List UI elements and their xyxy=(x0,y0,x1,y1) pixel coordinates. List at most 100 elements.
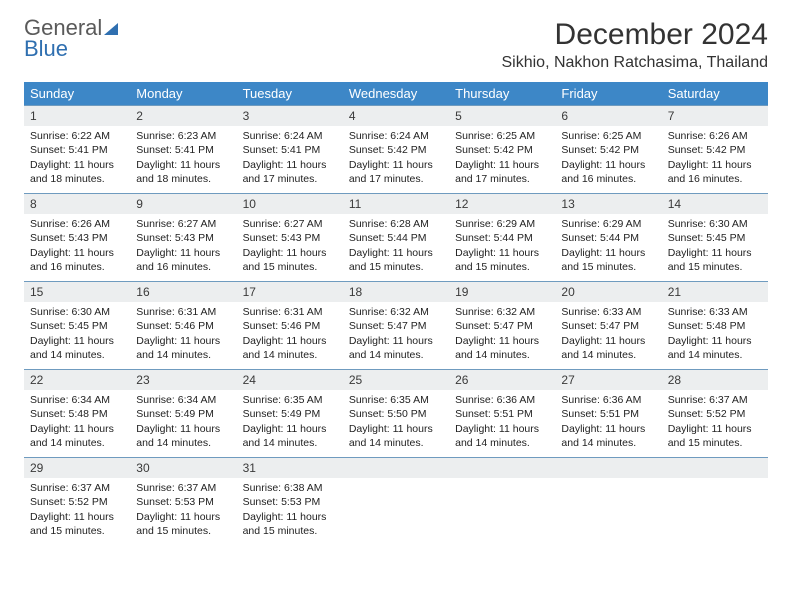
calendar-day-cell xyxy=(449,457,555,545)
daylight-line: Daylight: 11 hours and 14 minutes. xyxy=(349,334,443,362)
page-title: December 2024 xyxy=(501,18,768,52)
logo-triangle-icon xyxy=(104,23,118,35)
daylight-line-label: Daylight: xyxy=(30,159,71,171)
sunset-line: Sunset: 5:45 PM xyxy=(30,319,124,333)
daylight-line-label: Daylight: xyxy=(243,335,284,347)
day-body xyxy=(555,478,661,487)
sunset-line-value: 5:44 PM xyxy=(494,232,533,244)
sunset-line-value: 5:41 PM xyxy=(175,144,214,156)
sunrise-line: Sunrise: 6:30 AM xyxy=(668,217,762,231)
sunset-line: Sunset: 5:52 PM xyxy=(30,495,124,509)
day-number xyxy=(662,457,768,478)
daylight-line: Daylight: 11 hours and 15 minutes. xyxy=(668,246,762,274)
daylight-line-label: Daylight: xyxy=(668,423,709,435)
sunrise-line: Sunrise: 6:35 AM xyxy=(243,393,337,407)
sunrise-line-label: Sunrise: xyxy=(243,394,282,406)
sunrise-line-label: Sunrise: xyxy=(136,394,175,406)
day-number: 30 xyxy=(130,457,236,478)
daylight-line-label: Daylight: xyxy=(455,423,496,435)
sunset-line-value: 5:46 PM xyxy=(281,320,320,332)
daylight-line: Daylight: 11 hours and 17 minutes. xyxy=(243,158,337,186)
daylight-line: Daylight: 11 hours and 14 minutes. xyxy=(455,422,549,450)
daylight-line-label: Daylight: xyxy=(561,423,602,435)
sunset-line-value: 5:42 PM xyxy=(494,144,533,156)
day-body: Sunrise: 6:24 AMSunset: 5:41 PMDaylight:… xyxy=(237,126,343,192)
sunrise-line-value: 6:38 AM xyxy=(284,482,323,494)
sunset-line: Sunset: 5:46 PM xyxy=(136,319,230,333)
calendar-table: Sunday Monday Tuesday Wednesday Thursday… xyxy=(24,82,768,545)
daylight-line: Daylight: 11 hours and 16 minutes. xyxy=(30,246,124,274)
day-number: 4 xyxy=(343,105,449,126)
day-number: 24 xyxy=(237,369,343,390)
day-number: 25 xyxy=(343,369,449,390)
sunrise-line-label: Sunrise: xyxy=(349,218,388,230)
calendar-week-row: 8Sunrise: 6:26 AMSunset: 5:43 PMDaylight… xyxy=(24,193,768,281)
day-body: Sunrise: 6:36 AMSunset: 5:51 PMDaylight:… xyxy=(555,390,661,456)
sunset-line-label: Sunset: xyxy=(349,144,385,156)
sunset-line-value: 5:44 PM xyxy=(387,232,426,244)
sunset-line-label: Sunset: xyxy=(243,232,279,244)
day-body: Sunrise: 6:27 AMSunset: 5:43 PMDaylight:… xyxy=(130,214,236,280)
day-body: Sunrise: 6:37 AMSunset: 5:53 PMDaylight:… xyxy=(130,478,236,544)
sunrise-line: Sunrise: 6:36 AM xyxy=(561,393,655,407)
sunset-line-label: Sunset: xyxy=(349,408,385,420)
sunset-line-value: 5:43 PM xyxy=(69,232,108,244)
day-body: Sunrise: 6:28 AMSunset: 5:44 PMDaylight:… xyxy=(343,214,449,280)
sunset-line: Sunset: 5:41 PM xyxy=(30,143,124,157)
day-body xyxy=(449,478,555,487)
day-number: 6 xyxy=(555,105,661,126)
sunset-line: Sunset: 5:49 PM xyxy=(136,407,230,421)
sunset-line: Sunset: 5:42 PM xyxy=(668,143,762,157)
sunset-line-value: 5:41 PM xyxy=(69,144,108,156)
daylight-line-label: Daylight: xyxy=(349,247,390,259)
day-body: Sunrise: 6:23 AMSunset: 5:41 PMDaylight:… xyxy=(130,126,236,192)
daylight-line-label: Daylight: xyxy=(668,247,709,259)
sunrise-line-value: 6:34 AM xyxy=(178,394,217,406)
day-number xyxy=(555,457,661,478)
sunrise-line: Sunrise: 6:27 AM xyxy=(136,217,230,231)
day-number: 22 xyxy=(24,369,130,390)
calendar-day-cell: 19Sunrise: 6:32 AMSunset: 5:47 PMDayligh… xyxy=(449,281,555,369)
sunrise-line: Sunrise: 6:30 AM xyxy=(30,305,124,319)
sunrise-line: Sunrise: 6:37 AM xyxy=(30,481,124,495)
sunrise-line-label: Sunrise: xyxy=(243,130,282,142)
day-header: Wednesday xyxy=(343,82,449,105)
daylight-line: Daylight: 11 hours and 15 minutes. xyxy=(243,510,337,538)
sunrise-line: Sunrise: 6:26 AM xyxy=(30,217,124,231)
daylight-line-label: Daylight: xyxy=(30,247,71,259)
day-body: Sunrise: 6:37 AMSunset: 5:52 PMDaylight:… xyxy=(662,390,768,456)
location-subtitle: Sikhio, Nakhon Ratchasima, Thailand xyxy=(501,54,768,72)
daylight-line-label: Daylight: xyxy=(136,511,177,523)
day-number: 29 xyxy=(24,457,130,478)
daylight-line-label: Daylight: xyxy=(30,423,71,435)
day-body: Sunrise: 6:31 AMSunset: 5:46 PMDaylight:… xyxy=(237,302,343,368)
calendar-day-cell: 15Sunrise: 6:30 AMSunset: 5:45 PMDayligh… xyxy=(24,281,130,369)
day-number: 10 xyxy=(237,193,343,214)
daylight-line-label: Daylight: xyxy=(561,159,602,171)
sunrise-line-value: 6:26 AM xyxy=(71,218,110,230)
calendar-day-cell: 22Sunrise: 6:34 AMSunset: 5:48 PMDayligh… xyxy=(24,369,130,457)
sunrise-line-value: 6:26 AM xyxy=(709,130,748,142)
sunset-line: Sunset: 5:43 PM xyxy=(136,231,230,245)
day-number: 17 xyxy=(237,281,343,302)
sunset-line: Sunset: 5:42 PM xyxy=(561,143,655,157)
sunset-line-value: 5:49 PM xyxy=(175,408,214,420)
daylight-line-label: Daylight: xyxy=(561,335,602,347)
calendar-day-cell: 20Sunrise: 6:33 AMSunset: 5:47 PMDayligh… xyxy=(555,281,661,369)
sunrise-line-label: Sunrise: xyxy=(30,394,69,406)
day-body: Sunrise: 6:31 AMSunset: 5:46 PMDaylight:… xyxy=(130,302,236,368)
day-body: Sunrise: 6:24 AMSunset: 5:42 PMDaylight:… xyxy=(343,126,449,192)
sunrise-line: Sunrise: 6:23 AM xyxy=(136,129,230,143)
sunset-line: Sunset: 5:44 PM xyxy=(561,231,655,245)
sunrise-line-label: Sunrise: xyxy=(30,218,69,230)
day-number: 21 xyxy=(662,281,768,302)
day-number: 16 xyxy=(130,281,236,302)
sunrise-line-value: 6:29 AM xyxy=(603,218,642,230)
calendar-week-row: 29 Sunrise: 6:37 AMSunset: 5:52 PM Dayligh… xyxy=(24,457,768,545)
daylight-line: Daylight: 11 hours and 18 minutes. xyxy=(30,158,124,186)
sunrise-line-label: Sunrise: xyxy=(243,218,282,230)
day-body: Sunrise: 6:34 AMSunset: 5:49 PMDaylight:… xyxy=(130,390,236,456)
sunset-line: Sunset: 5:45 PM xyxy=(668,231,762,245)
sunrise-line-label: Sunrise: xyxy=(455,130,494,142)
calendar-day-cell: 18Sunrise: 6:32 AMSunset: 5:47 PMDayligh… xyxy=(343,281,449,369)
